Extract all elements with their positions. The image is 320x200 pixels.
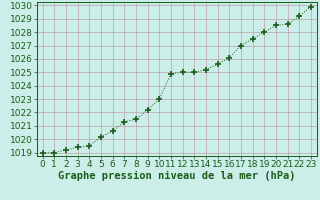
- X-axis label: Graphe pression niveau de la mer (hPa): Graphe pression niveau de la mer (hPa): [58, 171, 296, 181]
